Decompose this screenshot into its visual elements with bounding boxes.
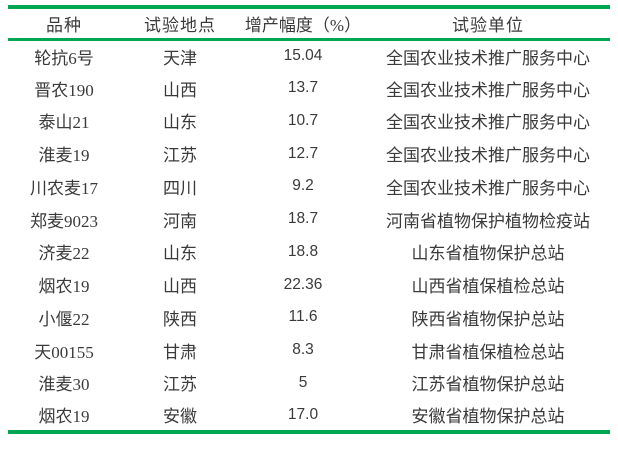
header-location: 试验地点 [120, 7, 240, 41]
cell-institution: 全国农业技术推广服务中心 [386, 146, 590, 166]
cell-location: 甘肃 [163, 342, 197, 362]
cell-institution: 安徽省植物保护总站 [411, 407, 565, 427]
cell-yield-increase-pct: 12.7 [287, 144, 319, 162]
table-row: 烟农19 山西 22.36 山西省植保植检总站 [8, 268, 610, 301]
cell-location: 山东 [163, 244, 197, 264]
cell-location: 山东 [163, 113, 197, 133]
cell-yield-increase-pct: 15.04 [283, 47, 323, 65]
cell-variety: 天00155 [34, 342, 94, 362]
cell-institution: 江苏省植物保护总站 [411, 375, 565, 395]
table-head: 品种 试验地点 增产幅度（%） 试验单位 [8, 7, 610, 41]
cell-location: 江苏 [163, 146, 197, 166]
cell-institution: 全国农业技术推广服务中心 [386, 80, 590, 100]
cell-variety: 川农麦17 [30, 178, 98, 198]
cell-location: 天津 [163, 48, 197, 68]
cell-variety: 济麦22 [38, 244, 90, 264]
cell-location: 安徽 [163, 407, 197, 427]
cell-institution: 全国农业技术推广服务中心 [386, 178, 590, 198]
header-variety: 品种 [8, 7, 120, 41]
table-row: 烟农19 安徽 17.0 安徽省植物保护总站 [8, 399, 610, 432]
cell-yield-increase-pct: 18.7 [287, 210, 319, 228]
cell-institution: 河南省植物保护植物检疫站 [386, 211, 590, 231]
cell-location: 陕西 [163, 309, 197, 329]
table-row: 小偃22 陕西 11.6 陕西省植物保护总站 [8, 301, 610, 334]
header-yield-increase-pct: 增产幅度（%） [240, 7, 366, 41]
cell-yield-increase-pct: 22.36 [283, 275, 323, 293]
cell-variety: 淮麦19 [38, 146, 90, 166]
cell-location: 河南 [163, 211, 197, 231]
table-row: 淮麦30 江苏 5 江苏省植物保护总站 [8, 367, 610, 400]
cell-location: 江苏 [163, 375, 197, 395]
cell-yield-increase-pct: 13.7 [287, 79, 319, 97]
cell-institution: 陕西省植物保护总站 [411, 309, 565, 329]
cell-location: 山西 [163, 277, 197, 297]
table-row: 济麦22 山东 18.8 山东省植物保护总站 [8, 236, 610, 269]
cell-institution: 山西省植保植检总站 [411, 277, 565, 297]
trial-results-table: 品种 试验地点 增产幅度（%） 试验单位 轮抗6号 天津 15.04 全国农业技术推广… [8, 5, 610, 434]
cell-institution: 甘肃省植保植检总站 [411, 342, 565, 362]
table-row: 川农麦17 四川 9.2 全国农业技术推广服务中心 [8, 170, 610, 203]
cell-variety: 晋农190 [34, 80, 94, 100]
table-row: 轮抗6号 天津 15.04 全国农业技术推广服务中心 [8, 39, 610, 72]
cell-location: 四川 [163, 178, 197, 198]
cell-variety: 小偃22 [38, 309, 90, 329]
cell-variety: 烟农19 [38, 407, 90, 427]
cell-variety: 烟农19 [38, 277, 90, 297]
header-institution: 试验单位 [366, 7, 610, 41]
cell-yield-increase-pct: 10.7 [287, 111, 319, 129]
trial-results-table-wrap: 品种 试验地点 增产幅度（%） 试验单位 轮抗6号 天津 15.04 全国农业技术推广… [8, 5, 610, 434]
table-row: 晋农190 山西 13.7 全国农业技术推广服务中心 [8, 72, 610, 105]
cell-yield-increase-pct: 18.8 [287, 242, 319, 260]
cell-yield-increase-pct: 17.0 [287, 405, 319, 423]
cell-variety: 轮抗6号 [34, 48, 94, 68]
table-row: 泰山21 山东 10.7 全国农业技术推广服务中心 [8, 105, 610, 138]
cell-variety: 郑麦9023 [30, 211, 98, 231]
table-row: 郑麦9023 河南 18.7 河南省植物保护植物检疫站 [8, 203, 610, 236]
cell-variety: 淮麦30 [38, 375, 90, 395]
table-header-row: 品种 试验地点 增产幅度（%） 试验单位 [8, 7, 610, 41]
cell-yield-increase-pct: 9.2 [292, 177, 314, 195]
table-row: 淮麦19 江苏 12.7 全国农业技术推广服务中心 [8, 137, 610, 170]
cell-yield-increase-pct: 8.3 [292, 341, 314, 359]
cell-yield-increase-pct: 5 [298, 373, 308, 391]
cell-institution: 全国农业技术推广服务中心 [386, 48, 590, 68]
cell-location: 山西 [163, 80, 197, 100]
cell-variety: 泰山21 [38, 113, 90, 133]
table-row: 天00155 甘肃 8.3 甘肃省植保植检总站 [8, 334, 610, 367]
cell-institution: 山东省植物保护总站 [411, 244, 565, 264]
cell-yield-increase-pct: 11.6 [288, 308, 318, 326]
cell-institution: 全国农业技术推广服务中心 [386, 113, 590, 133]
table-body: 轮抗6号 天津 15.04 全国农业技术推广服务中心 晋农190 山西 13.7 全国农业技术… [8, 39, 610, 432]
